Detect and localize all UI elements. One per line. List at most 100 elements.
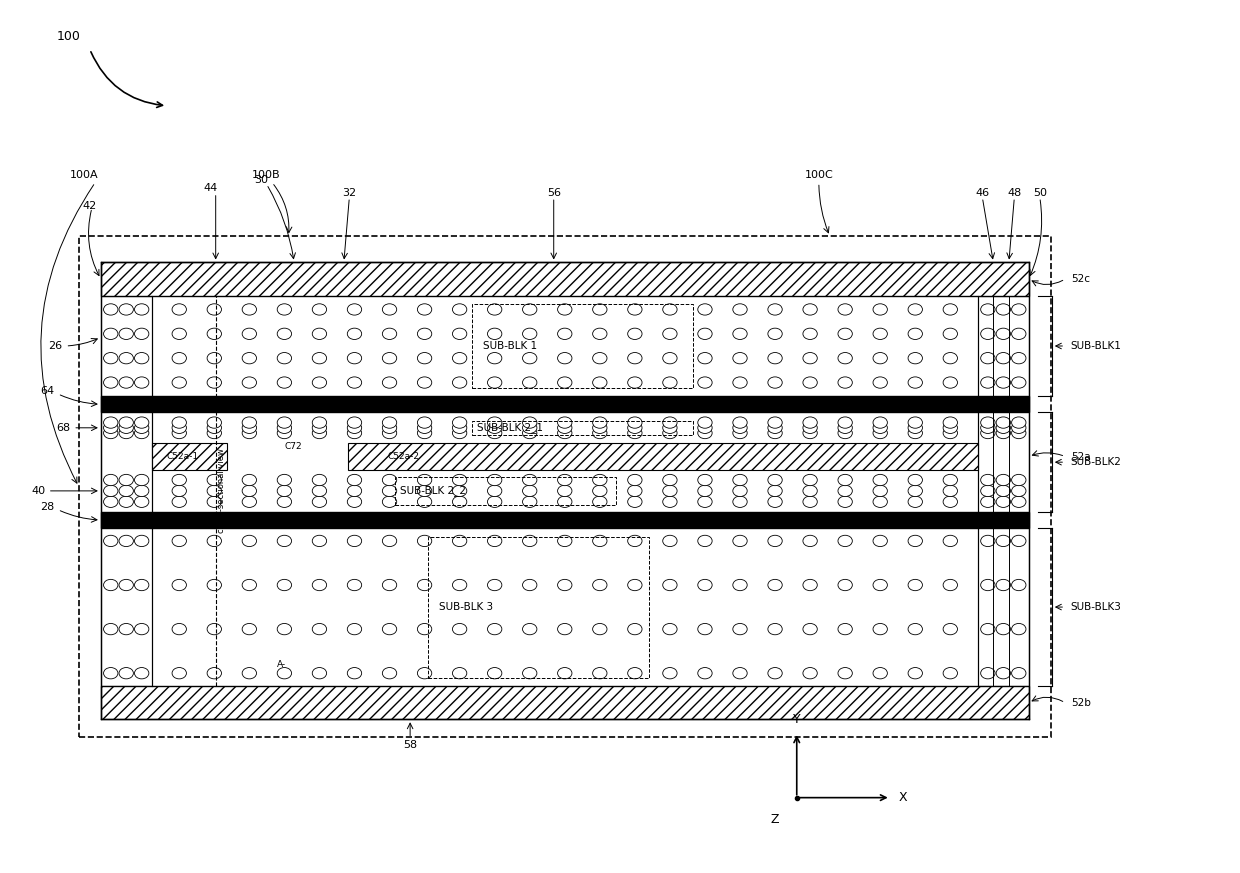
Bar [78,237,1050,737]
Circle shape [804,535,817,546]
Circle shape [172,428,186,438]
Circle shape [944,485,957,497]
Circle shape [768,474,782,485]
Circle shape [382,423,397,434]
Circle shape [487,304,502,315]
Circle shape [981,623,994,635]
Circle shape [908,423,923,434]
Circle shape [593,623,608,635]
Circle shape [104,304,118,315]
Circle shape [838,377,852,388]
Circle shape [873,668,888,679]
Circle shape [1012,304,1025,315]
Circle shape [104,580,118,591]
Circle shape [312,328,326,340]
Circle shape [944,535,957,546]
Circle shape [242,428,257,438]
Circle shape [558,496,572,507]
Circle shape [382,668,397,679]
Circle shape [733,428,748,438]
Circle shape [627,377,642,388]
Circle shape [312,377,326,388]
Circle shape [522,417,537,429]
Circle shape [838,668,852,679]
Circle shape [487,417,502,429]
Circle shape [662,328,677,340]
Circle shape [698,623,712,635]
Text: X: X [898,791,906,804]
Circle shape [312,535,326,546]
Circle shape [382,428,397,438]
Circle shape [627,580,642,591]
Circle shape [134,496,149,507]
Circle shape [662,496,677,507]
Circle shape [627,535,642,546]
Circle shape [453,485,466,497]
Circle shape [981,417,994,429]
Circle shape [134,417,149,429]
Text: 28: 28 [40,502,55,512]
Circle shape [698,328,712,340]
Circle shape [119,580,134,591]
Circle shape [119,496,134,507]
Circle shape [768,496,782,507]
Text: 64: 64 [40,386,55,396]
Circle shape [981,377,994,388]
Circle shape [996,485,1011,497]
Circle shape [768,428,782,438]
Circle shape [1012,377,1025,388]
Circle shape [453,304,466,315]
Circle shape [119,623,134,635]
Circle shape [627,623,642,635]
Circle shape [487,535,502,546]
Circle shape [662,668,677,679]
Circle shape [207,423,222,434]
Circle shape [768,353,782,364]
Circle shape [627,328,642,340]
Circle shape [627,423,642,434]
Circle shape [768,535,782,546]
Circle shape [172,623,186,635]
Text: 100A: 100A [69,170,98,181]
Circle shape [996,353,1011,364]
Circle shape [733,353,748,364]
Circle shape [1012,474,1025,485]
Circle shape [172,496,186,507]
Circle shape [996,474,1011,485]
Circle shape [944,428,957,438]
Circle shape [558,623,572,635]
Circle shape [382,496,397,507]
Circle shape [558,304,572,315]
Circle shape [698,580,712,591]
Circle shape [278,304,291,315]
Circle shape [981,535,994,546]
Circle shape [944,496,957,507]
Circle shape [382,580,397,591]
Circle shape [908,485,923,497]
Circle shape [418,377,432,388]
Circle shape [908,417,923,429]
Circle shape [487,485,502,497]
Circle shape [981,474,994,485]
Circle shape [242,623,257,635]
Circle shape [698,417,712,429]
Circle shape [382,377,397,388]
Text: 56: 56 [547,188,560,198]
Circle shape [558,353,572,364]
Circle shape [104,623,118,635]
Circle shape [119,328,134,340]
Text: 32: 32 [342,188,356,198]
Bar [428,537,649,677]
Circle shape [104,535,118,546]
Circle shape [838,496,852,507]
Circle shape [838,328,852,340]
Circle shape [804,668,817,679]
Circle shape [242,423,257,434]
Circle shape [733,474,748,485]
Circle shape [207,496,222,507]
Circle shape [418,417,432,429]
Circle shape [804,428,817,438]
Circle shape [733,485,748,497]
Circle shape [172,377,186,388]
Circle shape [804,485,817,497]
